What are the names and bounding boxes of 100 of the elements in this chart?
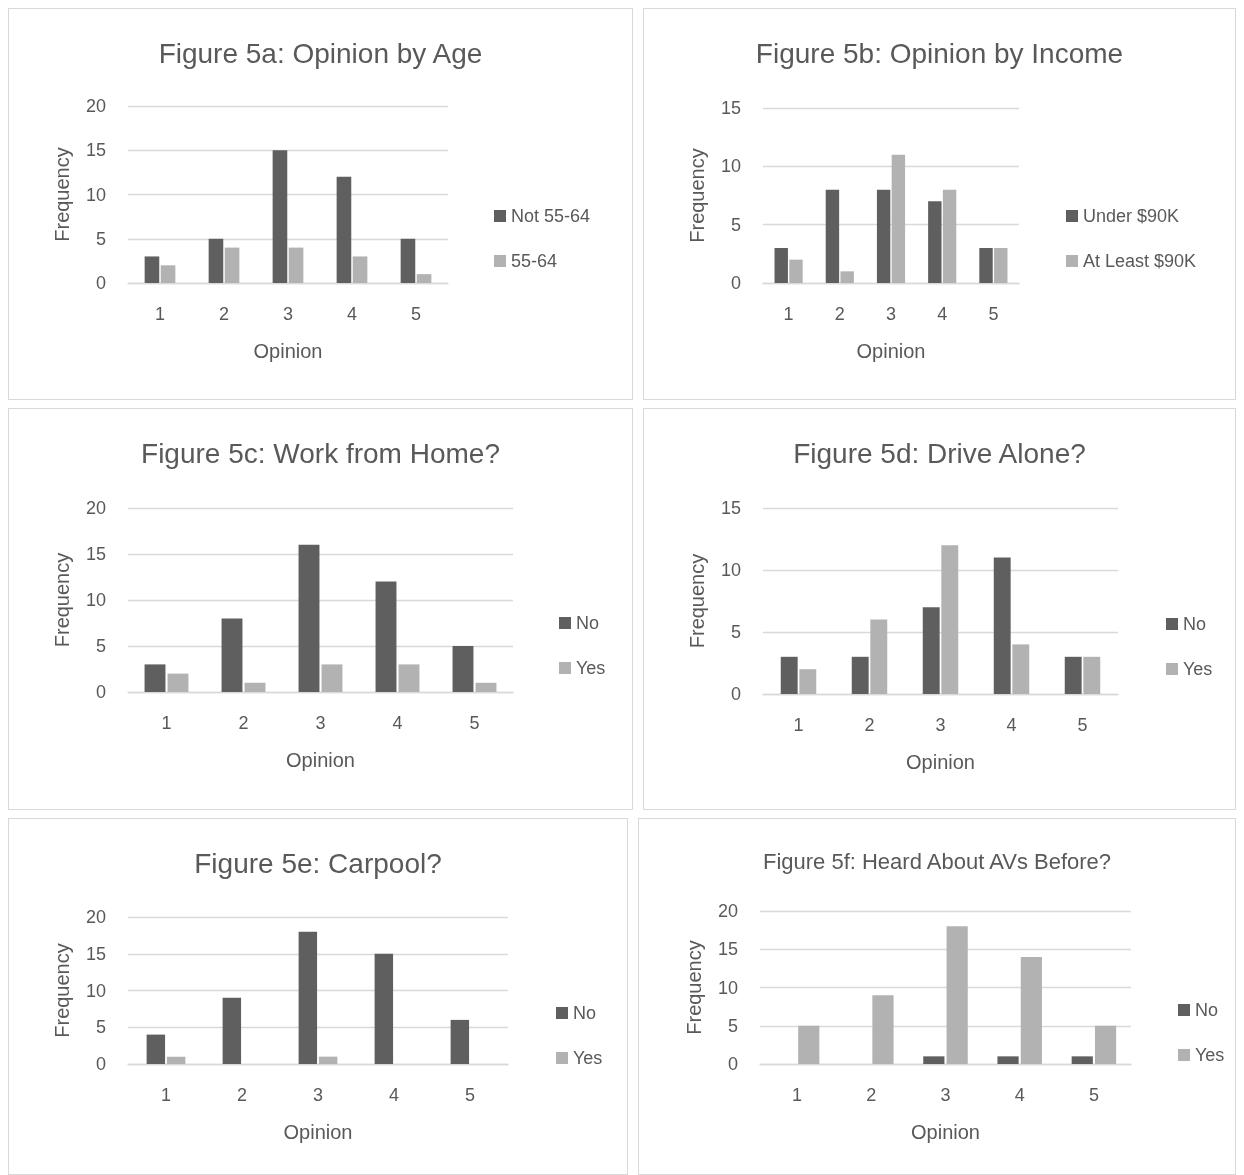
x-tick-label: 4 xyxy=(346,304,358,324)
x-tick-label: 2 xyxy=(218,304,230,324)
x-tick-label: 3 xyxy=(315,713,326,733)
bar xyxy=(221,618,243,692)
legend-label: Yes xyxy=(576,658,606,678)
y-axis-title: Frequency xyxy=(683,940,705,1035)
bar xyxy=(1012,644,1030,694)
bar xyxy=(942,189,957,283)
bar xyxy=(318,1056,338,1064)
legend-label: No xyxy=(576,613,600,633)
bar xyxy=(416,274,432,283)
y-tick-label: 15 xyxy=(720,98,741,118)
legend-label: Under $90K xyxy=(1083,206,1180,226)
x-tick-label: 2 xyxy=(864,715,875,735)
y-tick-label: 15 xyxy=(85,544,106,564)
bar xyxy=(375,581,397,692)
chart-title: Figure 5c: Work from Home? xyxy=(141,437,500,469)
y-axis-title: Frequency xyxy=(51,552,73,648)
bar xyxy=(979,248,993,283)
bar xyxy=(1094,1025,1117,1064)
bar xyxy=(1071,1056,1093,1064)
bar xyxy=(452,646,474,692)
x-tick-label: 4 xyxy=(1006,715,1017,735)
x-axis-title: Opinion xyxy=(253,340,323,362)
x-axis-title: Opinion xyxy=(856,340,926,362)
y-tick-label: 5 xyxy=(730,214,741,235)
x-tick-label: 4 xyxy=(1014,1085,1025,1105)
x-tick-label: 1 xyxy=(792,1085,803,1105)
bar xyxy=(298,544,320,692)
x-tick-label: 2 xyxy=(866,1085,877,1105)
bar xyxy=(144,664,166,692)
y-tick-label: 10 xyxy=(85,980,106,1001)
y-tick-label: 15 xyxy=(85,140,106,161)
bar xyxy=(946,926,968,1064)
y-tick-label: 10 xyxy=(717,977,738,998)
y-tick-label: 15 xyxy=(85,943,106,964)
y-axis-title: Frequency xyxy=(51,147,73,242)
bar xyxy=(398,664,420,692)
y-tick-label: 10 xyxy=(85,184,106,205)
x-tick-label: 5 xyxy=(988,304,999,324)
y-tick-label: 15 xyxy=(717,939,738,960)
bar xyxy=(400,238,416,283)
x-tick-label: 3 xyxy=(940,1085,951,1105)
legend-label: Not 55-64 xyxy=(511,206,591,226)
x-tick-label: 1 xyxy=(161,713,172,733)
bar xyxy=(851,656,869,694)
bar xyxy=(352,256,368,283)
chart-title: Figure 5a: Opinion by Age xyxy=(158,37,483,69)
y-axis-title: Frequency xyxy=(686,553,708,649)
y-tick-label: 5 xyxy=(95,636,106,656)
y-tick-label: 10 xyxy=(85,590,106,610)
bar xyxy=(799,669,817,694)
bar xyxy=(146,1034,166,1064)
x-tick-label: 5 xyxy=(1077,715,1088,735)
y-tick-label: 0 xyxy=(730,273,741,293)
legend-label: Yes xyxy=(573,1048,603,1068)
bar xyxy=(374,953,394,1064)
x-axis-title: Opinion xyxy=(911,1121,980,1143)
chart-title: Figure 5f: Heard About AVs Before? xyxy=(762,848,1112,874)
x-tick-label: 1 xyxy=(783,304,794,324)
y-tick-label: 15 xyxy=(720,498,741,518)
bar xyxy=(475,682,497,692)
legend-label: Yes xyxy=(1183,659,1213,679)
bar xyxy=(450,1019,470,1064)
bar xyxy=(288,247,304,283)
x-tick-label: 5 xyxy=(464,1085,476,1105)
y-tick-label: 20 xyxy=(85,498,106,518)
y-tick-label: 20 xyxy=(85,96,106,116)
bar xyxy=(872,995,894,1064)
x-tick-label: 3 xyxy=(312,1085,324,1105)
bar xyxy=(244,682,266,692)
bar xyxy=(994,248,1008,283)
x-axis-title: Opinion xyxy=(283,1121,353,1143)
x-tick-label: 4 xyxy=(388,1085,400,1105)
bar xyxy=(891,154,906,283)
y-tick-label: 0 xyxy=(95,273,106,293)
bar xyxy=(993,557,1011,694)
chart-title: Figure 5d: Drive Alone? xyxy=(793,437,1086,469)
x-tick-label: 1 xyxy=(154,304,166,324)
bar xyxy=(876,189,891,283)
x-tick-label: 2 xyxy=(834,304,845,324)
bar xyxy=(224,247,240,283)
bar xyxy=(298,931,318,1064)
bar xyxy=(840,271,854,283)
chart-title: Figure 5b: Opinion by Income xyxy=(755,37,1124,69)
x-axis-title: Opinion xyxy=(286,749,355,771)
x-tick-label: 2 xyxy=(238,713,249,733)
y-tick-label: 5 xyxy=(727,1015,738,1036)
y-tick-label: 10 xyxy=(720,156,741,177)
y-axis-title: Frequency xyxy=(51,943,73,1038)
legend-label: Yes xyxy=(1195,1045,1225,1065)
bar xyxy=(997,1056,1019,1064)
y-tick-label: 5 xyxy=(95,228,106,249)
bar xyxy=(928,201,942,283)
y-tick-label: 10 xyxy=(720,560,741,580)
bar xyxy=(1020,956,1042,1064)
x-tick-label: 4 xyxy=(392,713,403,733)
y-tick-label: 0 xyxy=(95,682,106,702)
legend-label: No xyxy=(1195,1000,1219,1020)
bar xyxy=(774,248,788,283)
